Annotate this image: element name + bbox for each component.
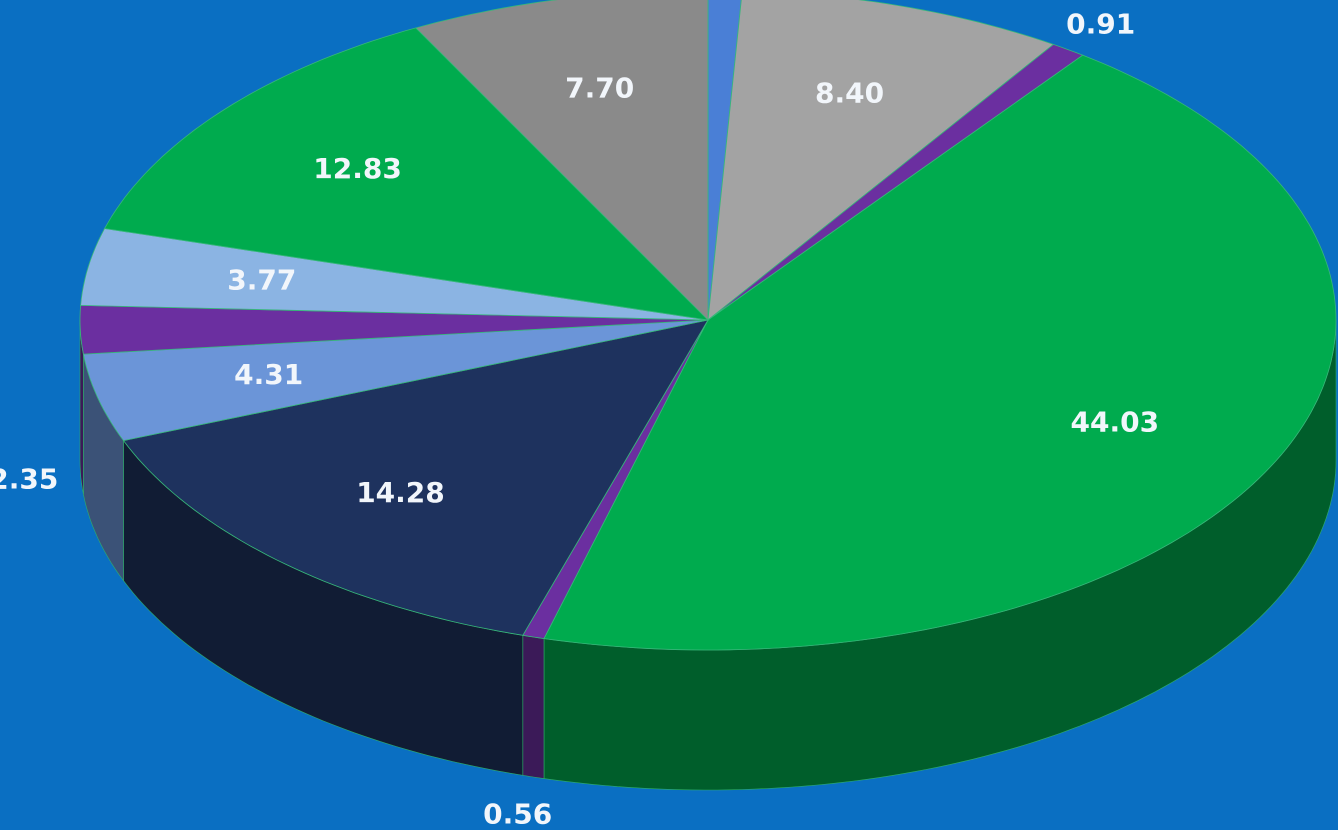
data-label-6: 4.31 — [234, 358, 303, 391]
pie-slice-8 — [80, 228, 709, 321]
pie-slice-1 — [707, 0, 1055, 321]
data-label-3: 44.03 — [1071, 406, 1160, 439]
pie-slice-7 — [79, 304, 709, 355]
data-label-2: 0.91 — [1066, 7, 1135, 40]
pie-slice-5 — [122, 319, 709, 636]
data-label-7: 2.35 — [0, 463, 58, 496]
data-label-5: 14.28 — [356, 476, 445, 509]
pie-slice-6 — [82, 319, 709, 442]
data-label-9: 12.83 — [313, 152, 402, 185]
pie-slice-side-4 — [522, 634, 545, 779]
pie-slice-10 — [415, 0, 709, 321]
data-label-4: 0.56 — [483, 798, 552, 830]
pie-slice-9 — [103, 27, 710, 321]
data-label-10: 7.70 — [565, 71, 634, 104]
pie-slice-3 — [543, 54, 1337, 651]
data-label-8: 3.77 — [227, 264, 296, 297]
data-label-1: 8.40 — [815, 76, 884, 109]
